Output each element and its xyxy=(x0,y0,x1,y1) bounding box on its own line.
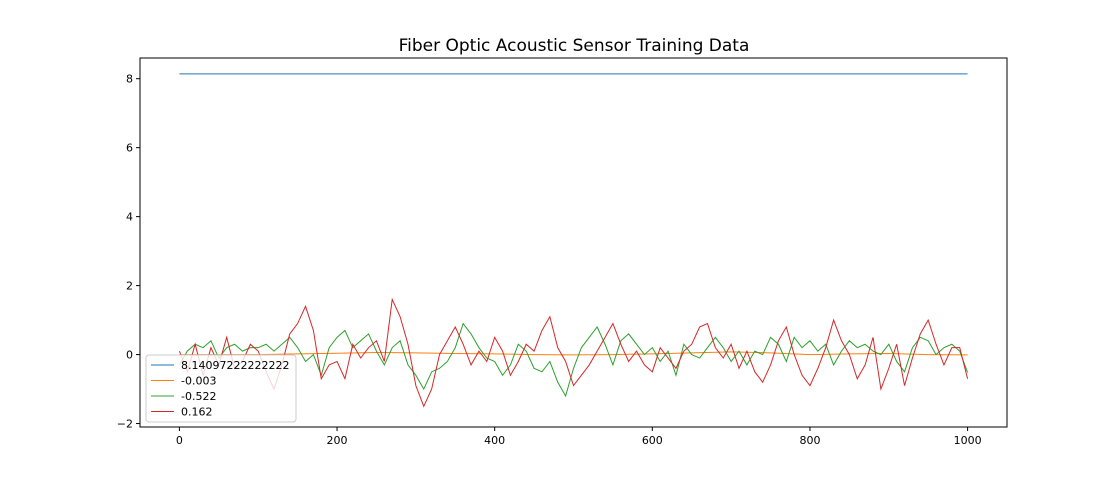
legend-label-3: 0.162 xyxy=(181,406,213,419)
x-tick-label-4: 800 xyxy=(799,434,820,447)
legend: 8.14097222222222 -0.003 -0.522 0.162 xyxy=(145,354,297,423)
x-axis: 0 200 400 600 800 1000 xyxy=(176,427,982,447)
x-tick-label-2: 400 xyxy=(484,434,505,447)
legend-label-0: 8.14097222222222 xyxy=(181,359,289,372)
chart-title: Fiber Optic Acoustic Sensor Training Dat… xyxy=(399,36,750,56)
series-line-2 xyxy=(178,322,969,398)
series-group xyxy=(178,73,969,408)
y-tick-label-1: 0 xyxy=(126,349,133,362)
y-tick-label-3: 4 xyxy=(126,211,133,224)
y-tick-label-2: 2 xyxy=(126,280,133,293)
legend-label-2: -0.522 xyxy=(181,390,216,403)
x-tick-label-1: 200 xyxy=(327,434,348,447)
axes-frame xyxy=(139,57,1008,428)
y-tick-label-0: −2 xyxy=(117,418,133,431)
series-line-3 xyxy=(178,297,969,408)
legend-box xyxy=(145,354,297,423)
x-tick-label-0: 0 xyxy=(176,434,183,447)
y-axis: −2 0 2 4 6 8 xyxy=(117,73,140,431)
y-tick-label-5: 8 xyxy=(126,73,133,86)
legend-label-1: -0.003 xyxy=(181,375,216,388)
y-tick-label-4: 6 xyxy=(126,142,133,155)
x-tick-label-3: 600 xyxy=(642,434,663,447)
x-tick-label-5: 1000 xyxy=(954,434,982,447)
series-line-1 xyxy=(179,351,968,356)
